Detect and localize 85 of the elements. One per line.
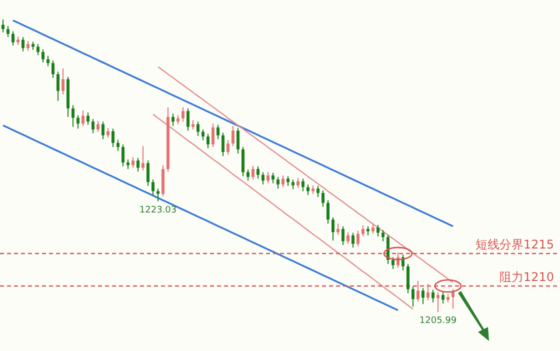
candlestick: [422, 288, 424, 305]
candlestick: [216, 124, 220, 140]
candlestick: [96, 120, 100, 132]
candlestick: [442, 292, 444, 304]
ref-line-label: 阻力1210: [499, 270, 554, 284]
candlestick: [182, 106, 184, 122]
candlestick: [62, 68, 64, 95]
candlestick: [176, 114, 180, 125]
candlestick: [292, 178, 294, 190]
candlestick: [152, 178, 154, 196]
candlestick: [132, 156, 134, 168]
ref-line-label: 短线分界1215: [475, 238, 554, 252]
candlestick: [42, 48, 44, 63]
candlestick: [136, 157, 140, 172]
annotation: 1205.99: [419, 316, 457, 326]
candlestick: [2, 19, 4, 33]
candlestick: [6, 25, 10, 38]
candlestick: [46, 55, 50, 67]
candlestick: [376, 224, 380, 238]
candlestick: [232, 125, 234, 147]
candlestick: [322, 190, 324, 208]
candlestick: [26, 40, 30, 52]
candlestick: [22, 36, 24, 52]
candlestick: [142, 146, 144, 171]
candlestick: [202, 128, 204, 141]
candlestick: [12, 30, 14, 46]
candlestick: [92, 118, 94, 134]
candlestick: [102, 121, 104, 140]
candlestick: [272, 172, 274, 184]
candlestick: [326, 200, 330, 224]
candlestick: [36, 44, 40, 56]
candlestick: [342, 226, 344, 246]
candlestick: [52, 60, 54, 78]
candlestick: [252, 165, 254, 180]
candlestick: [116, 139, 120, 152]
candlestick: [432, 289, 434, 303]
candlestick: [362, 224, 364, 238]
candlestick: [122, 144, 124, 167]
candlestick: [76, 114, 80, 130]
candlestick: [306, 184, 310, 196]
candlestick: [236, 128, 240, 154]
candlestick: [196, 121, 200, 136]
candlestick: [112, 128, 114, 148]
candlestick: [382, 230, 384, 242]
candlestick: [256, 166, 260, 180]
candlestick: [336, 223, 340, 236]
candlestick: [346, 232, 350, 244]
candlestick: [332, 216, 334, 242]
candlestick: [266, 172, 270, 184]
candlestick: [352, 232, 354, 248]
candlestick: [406, 264, 410, 294]
candlestick: [302, 178, 304, 192]
candlestick: [82, 110, 84, 126]
candlestick: [416, 280, 420, 302]
candlestick: [412, 286, 414, 308]
candlestick: [172, 113, 174, 126]
candlestick: [242, 146, 244, 177]
candlestick: [192, 120, 194, 130]
candlestick: [146, 160, 150, 186]
candlestick: [246, 169, 250, 182]
candlestick: [372, 224, 374, 234]
candlestick: [126, 158, 130, 170]
candlestick: [206, 133, 210, 149]
annotation: 1223.03: [139, 205, 177, 216]
candlestick: [366, 226, 370, 236]
candlestick: [282, 174, 284, 188]
candlestick: [392, 256, 394, 270]
candlestick: [286, 176, 290, 186]
candlestick: [156, 188, 160, 202]
candlestick: [86, 112, 90, 126]
candlestick: [56, 71, 60, 102]
candlestick: [106, 128, 110, 138]
candlestick: [262, 172, 264, 185]
candlestick: [212, 123, 214, 148]
candlestick: [452, 288, 454, 310]
candlestick: [276, 176, 280, 190]
candlestick: [186, 108, 190, 132]
candlestick: [426, 283, 430, 301]
candlestick: [72, 104, 74, 128]
candlestick: [316, 185, 320, 198]
candlestick: [436, 292, 440, 312]
candlestick: [222, 132, 224, 157]
candlestick: [226, 140, 230, 156]
candlestick: [356, 230, 360, 247]
candlestick: [296, 178, 300, 188]
